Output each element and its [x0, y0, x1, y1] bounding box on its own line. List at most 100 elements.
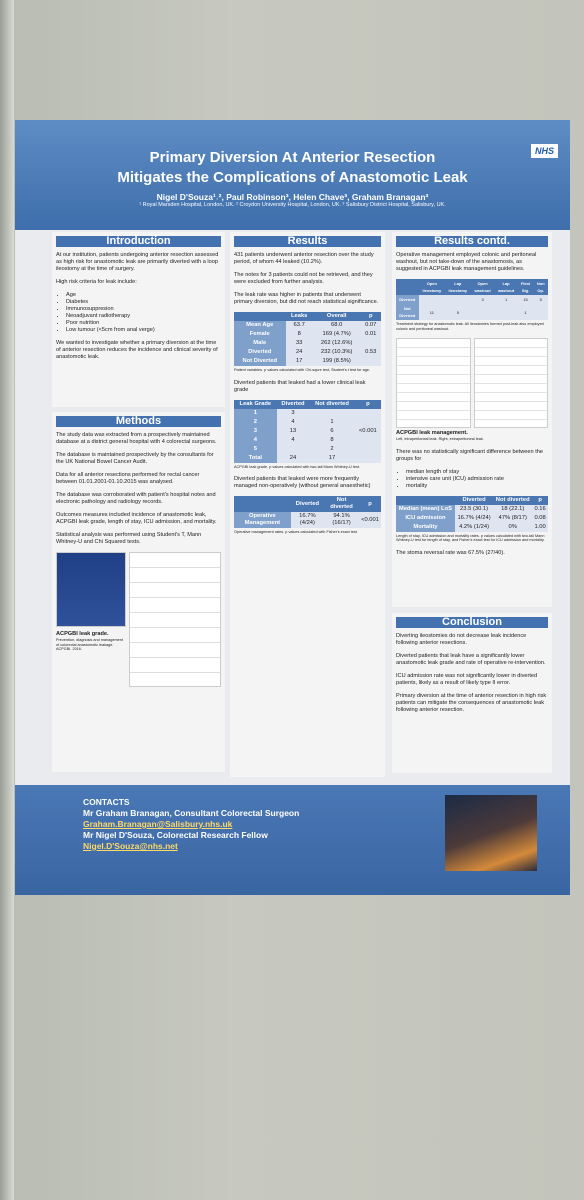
list-item: Poor nutrition [66, 320, 221, 327]
note: Treatment strategy for anastomotic leak.… [396, 322, 544, 331]
row: Median (mean) LoS 23.5 (30.1) 18 (22.1) 0.1… [396, 504, 548, 514]
cell [354, 453, 381, 463]
cell: 169 (4.7%) [312, 330, 361, 339]
cell: Male [234, 339, 286, 348]
contact: Mr Nigel D'Souza, Colorectal Research Fe… [83, 830, 268, 840]
cell: 0.16 [532, 504, 548, 514]
cell [276, 444, 310, 454]
text: Diverted patients that leak have a signi… [396, 653, 546, 666]
text: The notes for 3 patients could not be re… [234, 272, 373, 285]
cell: 0.01 [360, 330, 381, 339]
cell: Operative Management [234, 512, 291, 528]
title-line: Primary Diversion At Anterior Resection [149, 149, 436, 166]
text: Outcomes measures included incidence of … [56, 512, 217, 525]
cell: 63.7 [285, 321, 313, 330]
text: Data for all anterior resections perform… [56, 472, 200, 485]
cell: 16.7% (4/24) [290, 512, 325, 528]
header-cell [396, 279, 419, 295]
cell: <0.001 [354, 426, 381, 436]
cell [360, 357, 381, 366]
note: Patient variables. p values calculated w… [234, 368, 371, 372]
text: Operative management employed colonic an… [396, 252, 537, 272]
row: Diverted 3 1 15 5 [396, 295, 548, 304]
introduction: Introduction At our institution, patient… [52, 232, 225, 407]
text: Primary diversion at the time of anterio… [396, 693, 547, 713]
header-cell: Open washout [470, 279, 495, 295]
cell [309, 408, 355, 418]
cell: Not Diverted [396, 304, 419, 320]
header-row: Leak Grade Diverted Not diverted p [234, 399, 381, 409]
list-item: intensive care unit (ICU) admission rate [406, 476, 548, 483]
cell: 4 [234, 435, 277, 445]
list-item: Diabetes [66, 299, 221, 306]
heading: Results contd. [396, 236, 548, 247]
wall-edge [0, 0, 14, 1200]
header-cell: Lap washout [494, 279, 518, 295]
cell [354, 417, 381, 427]
header-cell: Non Op. [533, 279, 548, 295]
cell [360, 339, 381, 348]
cell: 18 (22.1) [493, 504, 533, 514]
cell: 4 [276, 417, 310, 427]
cell: 68.0 [312, 321, 361, 330]
header-cell [396, 495, 455, 505]
table: Diverted Not diverted p Median (mean) LoS 23… [396, 495, 548, 532]
heading: Introduction [56, 236, 221, 247]
header-row: Diverted Not diverted p [234, 496, 381, 512]
text: The stoma reversal rate was 67.5% (27/40… [396, 549, 505, 556]
cell [354, 435, 381, 445]
header-cell: Lap ileostomy [445, 279, 471, 295]
cell: 13 [276, 426, 310, 436]
cell: 0% [493, 522, 533, 532]
figure [396, 338, 548, 428]
cell: 232 (10.3%) [312, 348, 361, 357]
text: High risk criteria for leak include: [56, 279, 137, 285]
header-cell: Not diverted [309, 399, 355, 409]
cell: 0.08 [532, 513, 548, 523]
note: Length of stay, ICU admission and mortal… [396, 533, 545, 543]
cell: Not Diverted [234, 357, 286, 366]
row: Female 8 169 (4.7%) 0.01 [234, 330, 381, 339]
header-row: Diverted Not diverted p [396, 495, 548, 505]
cell: Total [234, 453, 277, 463]
header-row: Open ileostomy Lap ileostomy Open washout L… [396, 279, 548, 295]
contact: Mr Graham Branagan, Consultant Colorecta… [83, 808, 300, 818]
list-item: Age [66, 292, 221, 299]
text: 431 patients underwent anterior resectio… [234, 252, 374, 265]
cell: 0.53 [360, 348, 381, 357]
header-cell: Diverted [276, 399, 310, 409]
cell: 33 [285, 339, 313, 348]
cell [354, 444, 381, 454]
heading: Results [234, 236, 381, 247]
text: Diverted patients that leaked had a lowe… [234, 379, 366, 393]
cell: 5 [445, 304, 471, 320]
cell: 1.00 [532, 522, 548, 532]
cell: 16.7% (4/24) [454, 513, 494, 523]
table: Open ileostomy Lap ileostomy Open washout L… [396, 279, 548, 320]
cell: 24 [285, 348, 313, 357]
text: ICU admission rate was not significantly… [396, 673, 538, 686]
figure-title: ACPGBI leak management. [396, 430, 468, 436]
header-cell: p [354, 399, 381, 409]
results: Results 431 patients underwent anterior … [230, 232, 385, 777]
header-cell: p [360, 312, 381, 321]
grade-table-image [129, 552, 221, 687]
text: The study data was extracted from a pros… [56, 432, 217, 445]
table: Leaks Overall p Mean Age 63.7 68.0 0.07 Female 8… [234, 312, 381, 366]
email[interactable]: Nigel.D'Souza@nhs.net [83, 841, 178, 851]
cell [470, 304, 495, 320]
cell: 24 [276, 453, 310, 463]
nhs-logo: NHS [530, 144, 558, 158]
header-cell: Diverted [290, 496, 325, 512]
email[interactable]: Graham.Branagan@Salisbury.nhs.uk [83, 819, 233, 829]
cell: 11 [418, 304, 446, 320]
cell: 199 (8.5%) [312, 357, 361, 366]
contacts-heading: CONTACTS [83, 797, 130, 807]
cell [494, 304, 518, 320]
authors: Nigel D'Souza¹˒², Paul Robinson³, Helen … [156, 192, 429, 202]
hospital-photo [445, 795, 537, 871]
header-cell: Overall [312, 312, 361, 321]
cell: 94.1% (16/17) [324, 512, 360, 528]
